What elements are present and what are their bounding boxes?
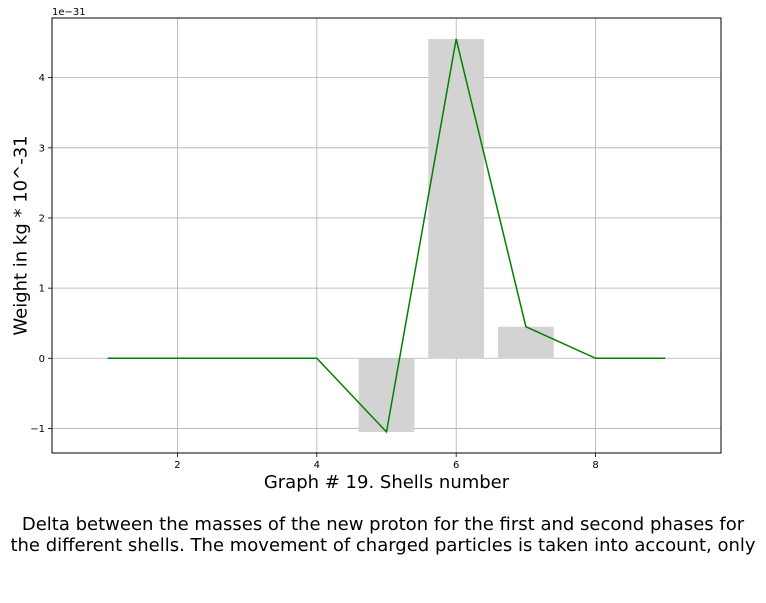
y-tick-label: 4 xyxy=(39,73,45,84)
x-tick-label: 8 xyxy=(592,460,598,471)
y-offset-label: 1e−31 xyxy=(52,7,86,18)
bar xyxy=(428,39,485,359)
x-axis-label: Graph # 19. Shells number xyxy=(264,472,510,493)
y-tick-label: 2 xyxy=(39,213,45,224)
y-tick-label: −1 xyxy=(30,424,45,435)
bar xyxy=(358,358,415,432)
bars xyxy=(358,39,554,432)
x-tick-label: 2 xyxy=(174,460,180,471)
caption-line-2: the different shells. The movement of ch… xyxy=(10,535,756,556)
bar xyxy=(498,326,554,359)
ticks: 2 4 6 8 −1 0 1 2 3 4 xyxy=(30,73,599,471)
series-line-path xyxy=(107,38,666,434)
y-axis-label: Weight in kg * 10^-31 xyxy=(10,135,31,335)
series-line xyxy=(107,38,666,434)
x-tick-label: 6 xyxy=(453,460,459,471)
plot-frame xyxy=(51,17,722,454)
y-tick-label: 3 xyxy=(39,143,45,154)
caption-line-1: Delta between the masses of the new prot… xyxy=(21,514,745,535)
x-tick-label: 4 xyxy=(314,460,320,471)
y-tick-label: 1 xyxy=(39,284,45,295)
chart: 2 4 6 8 −1 0 1 2 3 4 1e−31 Graph # 19. Shells num… xyxy=(10,7,722,493)
y-tick-label: 0 xyxy=(39,354,45,365)
